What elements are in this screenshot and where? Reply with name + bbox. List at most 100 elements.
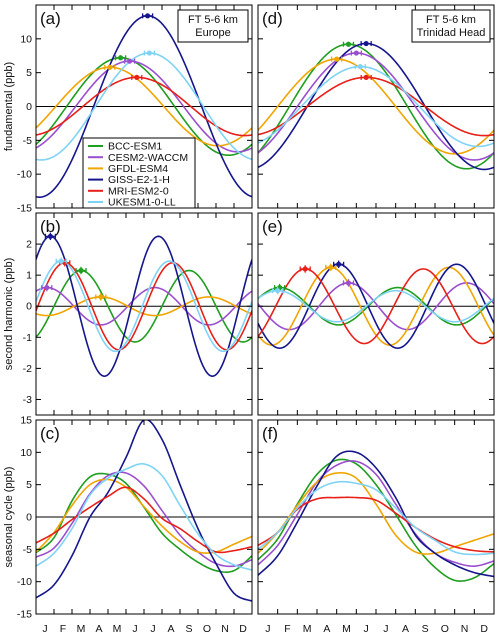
series-line-ukesm1-0-ll [258, 480, 494, 556]
series-line-giss-e2-1-h [258, 263, 494, 349]
series-line-mri-esm2-0 [258, 496, 494, 553]
y-tick-label: -1 [23, 332, 32, 344]
y-axis-label: fundamental (ppb) [3, 62, 15, 151]
legend-label: MRI-ESM2-0 [108, 185, 169, 197]
month-label: A [167, 623, 174, 635]
peak-point [357, 63, 363, 70]
y-tick-label: 15 [20, 415, 32, 427]
peak-marker-cesm2-waccm [41, 283, 53, 292]
month-label: O [203, 623, 211, 635]
y-tick-label: 2 [26, 239, 32, 251]
peak-point [328, 264, 334, 270]
peak-point [58, 258, 64, 264]
y-tick-label: -15 [17, 609, 32, 621]
info-box-frame [177, 9, 249, 43]
series-group [258, 263, 494, 349]
month-label: N [461, 623, 469, 635]
series-group [36, 235, 252, 377]
info-box-line: FT 5-6 km [188, 14, 238, 26]
y-tick-label: 10 [20, 33, 32, 45]
peak-point [275, 288, 281, 294]
peak-point [98, 294, 104, 300]
peak-point [47, 233, 54, 239]
series-line-giss-e2-1-h [258, 450, 494, 578]
y-tick-label: 0 [26, 101, 32, 113]
legend-label: UKESM1-0-LL [108, 197, 176, 209]
peak-point [107, 64, 113, 70]
peak-point [145, 13, 151, 19]
series-line-giss-e2-1-h [36, 235, 252, 377]
series-line-mri-esm2-0 [258, 268, 494, 345]
info-box-line: FT 5-6 km [426, 14, 476, 26]
month-label: M [303, 623, 312, 635]
peak-point [336, 261, 342, 267]
y-tick-label: -5 [23, 135, 32, 147]
month-label: M [113, 623, 122, 635]
month-label: D [480, 623, 488, 635]
legend: BCC-ESM1CESM2-WACCMGFDL-ESM4GISS-E2-1-HM… [82, 137, 196, 209]
peak-marker-mri-esm2-0 [131, 74, 143, 81]
peak-marker-bcc-esm1 [342, 41, 355, 47]
y-tick-label: -10 [17, 576, 32, 588]
series-line-ukesm1-0-ll [258, 289, 494, 323]
peak-marker-gfdl-esm4 [104, 64, 116, 70]
series-line-gfdl-esm4 [258, 58, 494, 155]
series-line-gfdl-esm4 [36, 478, 252, 554]
peak-point [134, 74, 140, 81]
peak-marker-bcc-esm1 [114, 55, 127, 61]
series-line-cesm2-waccm [258, 460, 494, 567]
series-line-ukesm1-0-ll [36, 462, 252, 571]
series-line-bcc-esm1 [36, 56, 252, 157]
peak-marker-ukesm1-0-ll [272, 286, 284, 295]
month-label: F [284, 623, 290, 635]
series-line-gfdl-esm4 [36, 66, 252, 147]
month-label: M [77, 623, 86, 635]
peak-marker-gfdl-esm4 [95, 293, 107, 301]
peak-marker-ukesm1-0-ll [354, 63, 366, 70]
month-label: A [402, 623, 409, 635]
month-label: J [364, 623, 369, 635]
y-tick-label: 0 [26, 512, 32, 524]
peak-marker-ukesm1-0-ll [143, 50, 156, 56]
y-tick-label: 5 [26, 67, 32, 79]
peak-marker-mri-esm2-0 [299, 265, 311, 273]
info-box-line: Trinidad Head [417, 27, 486, 39]
series-line-ukesm1-0-ll [36, 260, 252, 353]
panel-label: (f) [262, 424, 278, 443]
series-group [258, 450, 494, 582]
month-label: J [132, 623, 137, 635]
month-label: J [150, 623, 155, 635]
month-label: J [383, 623, 388, 635]
peak-point [127, 58, 133, 64]
month-label: N [221, 623, 229, 635]
y-tick-label: 10 [20, 447, 32, 459]
peak-point [78, 267, 84, 274]
series-line-cesm2-waccm [258, 282, 494, 331]
y-tick-label: 0 [26, 301, 32, 313]
month-label: A [323, 623, 330, 635]
series-line-gfdl-esm4 [36, 296, 252, 317]
peak-point [44, 284, 50, 291]
peak-marker-gfdl-esm4 [325, 263, 337, 272]
legend-label: GISS-E2-1-H [108, 174, 170, 186]
month-label: A [95, 623, 102, 635]
series-line-cesm2-waccm [36, 286, 252, 326]
y-axis-label: seasonal cycle (ppb) [3, 467, 15, 568]
panel-label: (a) [40, 9, 61, 28]
series-line-cesm2-waccm [258, 52, 494, 161]
y-tick-label: -15 [17, 203, 32, 215]
y-axis-label: second harmonic (ppb) [3, 258, 15, 371]
peak-marker-giss-e2-1-h [141, 13, 154, 19]
legend-label: GFDL-ESM4 [108, 163, 168, 175]
series-line-bcc-esm1 [36, 269, 252, 343]
month-label: O [441, 623, 449, 635]
series-line-mri-esm2-0 [36, 486, 252, 554]
panel-f: (f) [257, 419, 495, 615]
month-label: M [342, 623, 351, 635]
peak-point [118, 55, 124, 61]
peak-point [146, 50, 152, 56]
panel-a: -15 -10 -5 0 5 10 (a) fundamental (ppb) FT 5-6 k… [3, 4, 253, 215]
month-label: F [60, 623, 66, 635]
panel-label: (b) [40, 217, 61, 236]
